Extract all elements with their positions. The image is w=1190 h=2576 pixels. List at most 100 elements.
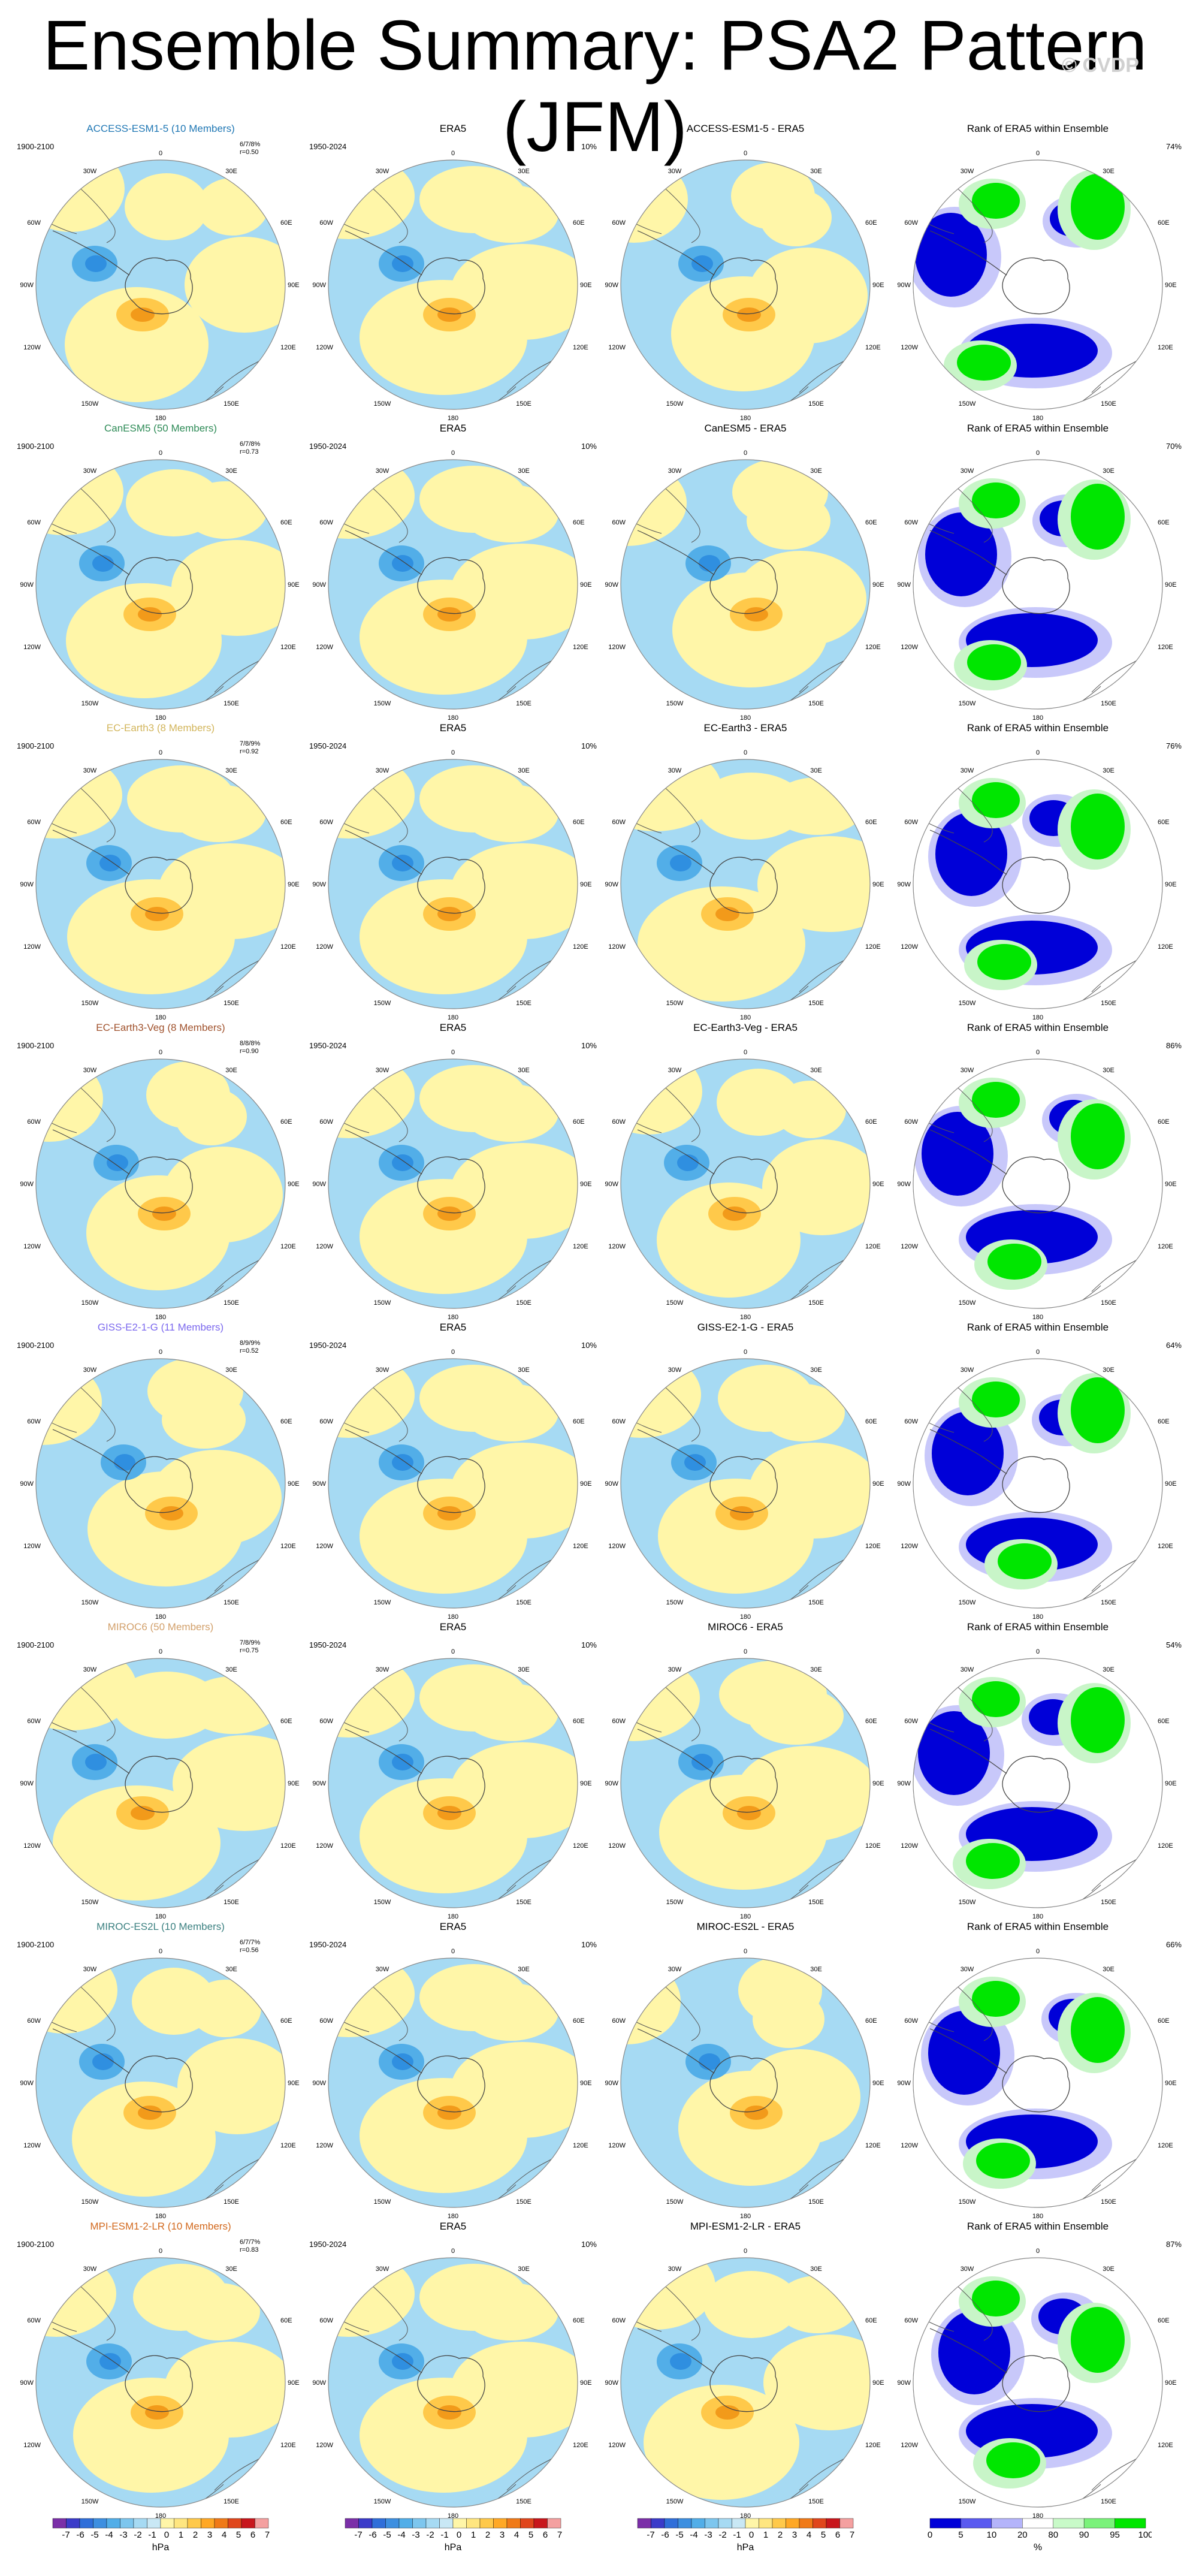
rank-high-region	[967, 644, 1021, 680]
rank-high-region	[972, 2281, 1020, 2316]
pattern-correlation: r=0.75	[240, 1647, 259, 1654]
lon-label-l1: 30W	[668, 168, 682, 175]
peninsula-coastline	[52, 230, 130, 276]
rank-title: Rank of ERA5 within Ensemble	[967, 2221, 1109, 2232]
lon-label-r5: 150E	[516, 1599, 531, 1606]
lon-label-l3: 90W	[897, 1780, 911, 1787]
rank-title: Rank of ERA5 within Ensemble	[967, 423, 1109, 434]
lon-label-l2: 60W	[27, 219, 41, 227]
lon-label-bottom: 180	[740, 1913, 751, 1920]
lon-label-l1: 30W	[961, 168, 974, 175]
difference-map: 0 180 30W 30E 60W 60E 90W 90E 120W 120E 150W 150E	[605, 2248, 884, 2520]
lon-label-l1: 30W	[668, 467, 682, 475]
colorbar-tick-label: -1	[148, 2530, 156, 2540]
difference-map: 0 180 30W 30E 60W 60E 90W 90E 120W 120E 150W 150E	[605, 1349, 884, 1621]
colorbar-swatch	[691, 2518, 705, 2529]
lon-label-r2: 60E	[865, 519, 877, 526]
peninsula-coastline	[637, 1129, 715, 1175]
lon-label-l4: 120W	[901, 344, 918, 351]
obs-panel: 0 180 30W 30E 60W 60E 90W 90E 120W 120E 150W 150E ER…	[309, 2221, 597, 2520]
lon-label-l3: 90W	[605, 1181, 618, 1188]
colorbar-swatch	[228, 2518, 242, 2529]
model-mean-map: 0 180 30W 30E 60W 60E 90W 90E 120W 120E 150W 150E	[20, 1648, 299, 1920]
rank-title: Rank of ERA5 within Ensemble	[967, 1621, 1109, 1633]
lon-label-bottom: 180	[448, 2213, 458, 2220]
period-label: 1900-2100	[17, 741, 55, 750]
colorbar-tick-label: 10	[987, 2530, 997, 2540]
lon-label-l3: 90W	[20, 2379, 34, 2387]
lon-label-l5: 150W	[81, 2498, 99, 2505]
lon-label-r5: 150E	[808, 700, 824, 707]
colorbar-swatch	[241, 2518, 255, 2529]
rank-high-region	[972, 482, 1020, 518]
rank-high-region	[1071, 1997, 1125, 2063]
lon-label-l1: 30W	[83, 168, 97, 175]
lon-label-l1: 30W	[376, 1067, 389, 1074]
positive-anomaly-max	[730, 1506, 754, 1521]
lon-label-r5: 150E	[808, 400, 824, 408]
antarctica-coastline	[125, 2055, 193, 2113]
model-mean-panel: 0 180 30W 30E 60W 60E 90W 90E 120W 120E 150W 150E EC…	[17, 1022, 304, 1322]
lon-label-l5: 150W	[959, 1299, 976, 1307]
lon-label-r4: 120E	[573, 1243, 588, 1250]
colorbar-swatch	[1083, 2518, 1115, 2529]
lon-label-r5: 150E	[808, 1599, 824, 1606]
period-label: 1950-2024	[309, 1640, 347, 1649]
lon-label-r4: 120E	[573, 2142, 588, 2149]
antarctica-coastline	[1002, 1755, 1070, 1813]
lon-label-l2: 60W	[27, 2017, 41, 2025]
lon-label-r3: 90E	[1165, 2080, 1177, 2087]
lon-label-l3: 90W	[20, 2080, 34, 2087]
positive-anomaly-region	[189, 1980, 261, 2037]
positive-anomaly-max	[145, 907, 169, 921]
colorbar-swatch	[93, 2518, 107, 2529]
peninsula-coastline	[929, 230, 1007, 276]
lon-label-l2: 60W	[612, 819, 626, 826]
lon-label-r1: 30E	[225, 1666, 237, 1673]
colorbar-unit: hPa	[444, 2542, 462, 2553]
lon-label-top: 0	[451, 1049, 455, 1056]
positive-anomaly-region	[171, 540, 285, 636]
lon-label-r4: 120E	[865, 344, 881, 351]
lon-label-bottom: 180	[155, 2213, 166, 2220]
lon-label-l4: 120W	[901, 1243, 918, 1250]
lon-label-r3: 90E	[288, 581, 300, 589]
lon-label-l3: 90W	[605, 1780, 618, 1787]
lon-label-l5: 150W	[666, 700, 684, 707]
lon-label-l1: 30W	[83, 2266, 97, 2273]
colorbar-tick-label: 0	[164, 2530, 169, 2540]
lon-label-bottom: 180	[155, 2512, 166, 2520]
lon-label-l1: 30W	[376, 168, 389, 175]
model-mean-map: 0 180 30W 30E 60W 60E 90W 90E 120W 120E 150W 150E	[20, 1948, 299, 2220]
lon-label-l1: 30W	[668, 1966, 682, 1973]
lon-label-l5: 150W	[374, 2198, 391, 2206]
lon-label-r5: 150E	[1101, 2498, 1116, 2505]
positive-anomaly-region	[125, 173, 209, 240]
lon-label-l5: 150W	[666, 1000, 684, 1007]
colorbar-tick-label: 5	[528, 2530, 533, 2540]
negative-anomaly-max	[691, 255, 713, 272]
lon-label-r1: 30E	[225, 2266, 237, 2273]
map-boundary	[620, 1058, 871, 1309]
lon-label-top: 0	[159, 749, 162, 756]
lon-label-r3: 90E	[1165, 2379, 1177, 2387]
ensemble-stats: 7/8/9% r=0.75	[240, 1639, 260, 1655]
lon-label-l3: 90W	[897, 881, 911, 888]
lon-label-top: 0	[159, 1648, 162, 1655]
lon-label-r2: 60E	[865, 1418, 877, 1425]
positive-anomaly-region	[463, 1983, 558, 2041]
positive-anomaly-region	[183, 481, 267, 539]
lon-label-r3: 90E	[288, 282, 300, 289]
model-row: 0 180 30W 30E 60W 60E 90W 90E 120W 120E 150W 150E MI…	[0, 1621, 1190, 1921]
lon-label-l5: 150W	[666, 1899, 684, 1906]
antarctica-coastline	[125, 856, 193, 914]
lon-label-l4: 120W	[23, 943, 41, 951]
model-mean-map: 0 180 30W 30E 60W 60E 90W 90E 120W 120E 150W 150E	[20, 2248, 299, 2520]
positive-anomaly-region	[65, 287, 209, 402]
lon-label-l4: 120W	[608, 1842, 626, 1850]
peninsula-coastline	[929, 530, 1007, 575]
lon-label-r5: 150E	[223, 1599, 239, 1606]
obs-panel: 0 180 30W 30E 60W 60E 90W 90E 120W 120E 150W 150E ER…	[309, 1322, 597, 1621]
positive-anomaly-region	[761, 1384, 845, 1441]
lon-label-l3: 90W	[605, 581, 618, 589]
